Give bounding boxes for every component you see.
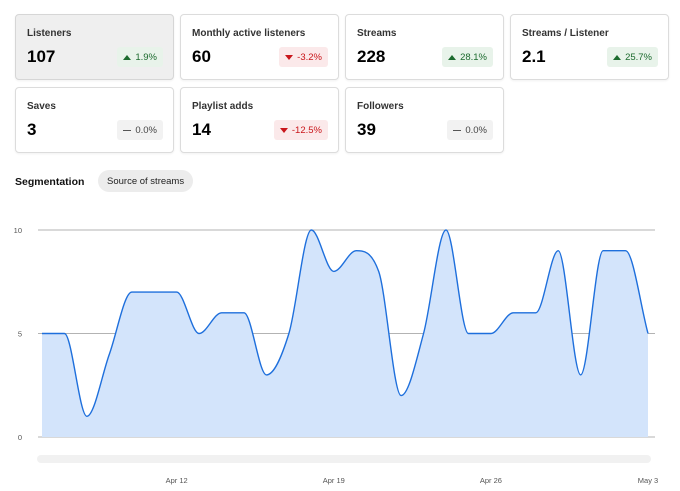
dash-icon: [123, 129, 132, 131]
metric-value: 3: [27, 120, 37, 139]
data-point-may-3[interactable]: [644, 330, 652, 338]
arrow-up-icon: [123, 54, 132, 60]
data-point-apr-11[interactable]: [150, 288, 158, 296]
data-point-apr-21[interactable]: [375, 267, 383, 275]
metric-label: Playlist adds: [192, 101, 254, 112]
metric-change-value: 1.9%: [135, 51, 157, 63]
data-point-apr-7[interactable]: [60, 330, 68, 338]
data-point-apr-28[interactable]: [532, 309, 540, 317]
metric-change-badge: 25.7%: [607, 47, 658, 67]
x-tick-label: Apr 19: [323, 476, 345, 485]
metric-change-value: -3.2%: [297, 51, 322, 63]
data-point-apr-9[interactable]: [105, 350, 113, 358]
metric-card-streams-listener[interactable]: Streams / Listener 2.1 25.7%: [510, 14, 669, 80]
arrow-down-icon: [285, 54, 294, 60]
metric-card-playlist-adds[interactable]: Playlist adds 14 -12.5%: [180, 87, 339, 153]
data-point-apr-10[interactable]: [128, 288, 136, 296]
data-point-apr-18[interactable]: [307, 226, 315, 234]
data-point-may-1[interactable]: [599, 247, 607, 255]
metric-value: 39: [357, 120, 376, 139]
metric-change-badge: 0.0%: [117, 120, 163, 140]
metric-label: Followers: [357, 101, 404, 112]
metric-value: 2.1: [522, 47, 546, 66]
metric-value: 60: [192, 47, 211, 66]
source-of-streams-chip[interactable]: Source of streams: [98, 170, 194, 192]
metric-change-value: 0.0%: [135, 124, 157, 136]
data-point-apr-12[interactable]: [173, 288, 181, 296]
metric-change-badge: -12.5%: [273, 120, 328, 140]
data-point-apr-27[interactable]: [509, 309, 517, 317]
metric-change-badge: -3.2%: [279, 47, 328, 67]
metric-label: Saves: [27, 101, 56, 112]
x-tick-label: May 3: [638, 476, 658, 485]
metric-change-badge: 0.0%: [447, 120, 493, 140]
metric-card-followers[interactable]: Followers 39 0.0%: [345, 87, 504, 153]
data-point-apr-26[interactable]: [487, 330, 495, 338]
metric-label: Streams / Listener: [522, 28, 609, 39]
metric-change-value: 0.0%: [465, 124, 487, 136]
data-point-apr-29[interactable]: [554, 247, 562, 255]
data-point-apr-8[interactable]: [83, 412, 91, 420]
x-tick-label: Apr 12: [166, 476, 188, 485]
metric-change-badge: 28.1%: [442, 47, 493, 67]
metric-value: 107: [27, 47, 56, 66]
data-point-apr-17[interactable]: [285, 330, 293, 338]
data-point-apr-13[interactable]: [195, 330, 203, 338]
data-point-apr-16[interactable]: [262, 371, 270, 379]
metric-change-value: -12.5%: [291, 124, 322, 136]
arrow-up-icon: [448, 54, 457, 60]
data-point-may-2[interactable]: [622, 247, 630, 255]
arrow-up-icon: [613, 54, 622, 60]
streams-series-line: [41, 229, 649, 418]
segmentation-title: Segmentation: [15, 176, 85, 188]
data-point-apr-22[interactable]: [397, 392, 405, 400]
data-point-apr-20[interactable]: [352, 247, 360, 255]
metric-change-badge: 1.9%: [117, 47, 163, 67]
data-point-apr-23[interactable]: [420, 330, 428, 338]
x-tick-label: Apr 26: [480, 476, 502, 485]
data-point-apr-14[interactable]: [218, 309, 226, 317]
metric-change-value: 25.7%: [625, 51, 652, 63]
metric-card-monthly-active-listeners[interactable]: Monthly active listeners 60 -3.2%: [180, 14, 339, 80]
metric-change-value: 28.1%: [460, 51, 487, 63]
y-tick-label: 5: [18, 330, 22, 339]
streams-area-chart: 0 5 10 Apr 12 Apr 19 Apr 26 May 3: [14, 226, 659, 485]
data-point-apr-6[interactable]: [38, 330, 46, 338]
arrow-down-icon: [279, 127, 288, 133]
y-tick-label: 0: [18, 433, 22, 442]
data-point-apr-25[interactable]: [464, 330, 472, 338]
metric-value: 228: [357, 47, 386, 66]
metric-card-listeners[interactable]: Listeners 107 1.9%: [15, 14, 174, 80]
metric-card-streams[interactable]: Streams 228 28.1%: [345, 14, 504, 80]
dash-icon: [453, 129, 462, 131]
metric-value: 14: [192, 120, 211, 139]
data-point-apr-24[interactable]: [442, 226, 450, 234]
streams-area-fill: [42, 230, 648, 437]
data-point-apr-30[interactable]: [577, 371, 585, 379]
data-point-apr-15[interactable]: [240, 309, 248, 317]
chart-scrollbar[interactable]: [37, 455, 651, 463]
metric-label: Listeners: [27, 28, 72, 39]
y-tick-label: 10: [14, 226, 22, 235]
metric-card-saves[interactable]: Saves 3 0.0%: [15, 87, 174, 153]
metric-label: Streams: [357, 28, 397, 39]
data-point-apr-19[interactable]: [330, 267, 338, 275]
metric-label: Monthly active listeners: [192, 28, 306, 39]
